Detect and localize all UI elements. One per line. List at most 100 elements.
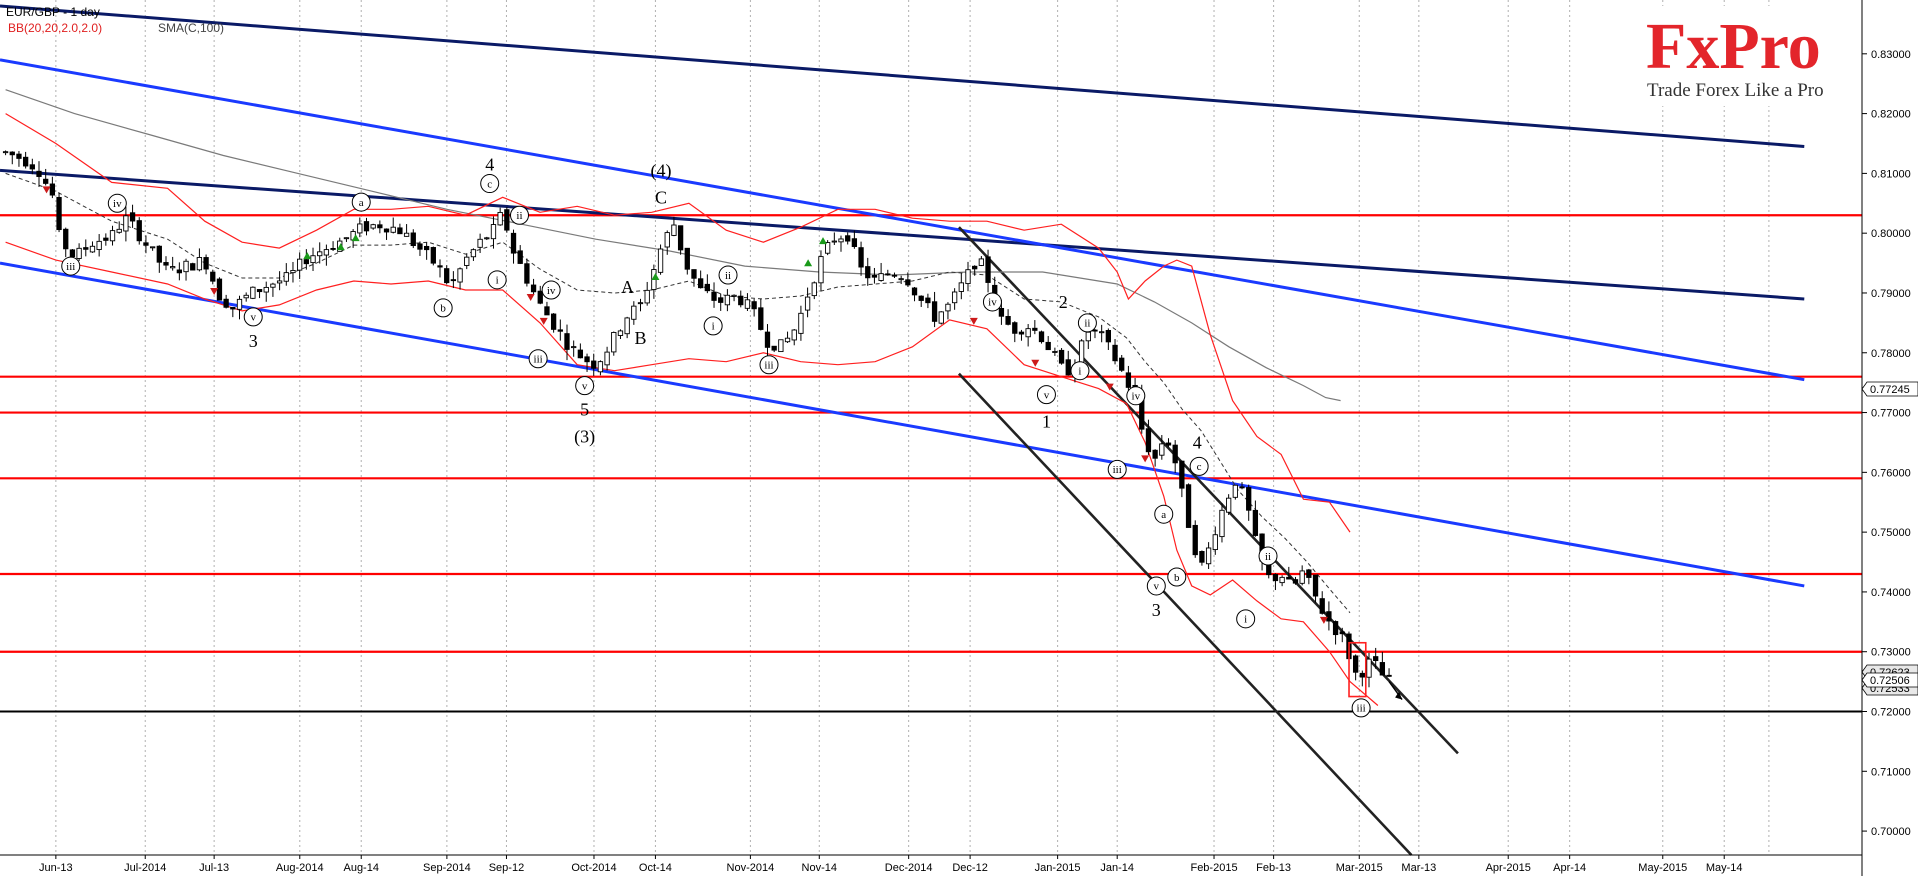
candle-body xyxy=(1018,331,1025,335)
candle-body xyxy=(383,228,390,233)
candle-body xyxy=(83,247,89,250)
buy-arrow xyxy=(336,243,345,251)
candle-body xyxy=(584,356,590,363)
candle-body xyxy=(905,279,911,286)
candle-body xyxy=(357,223,363,234)
price-tag-a-text: 0.77245 xyxy=(1870,384,1910,396)
candle-body xyxy=(1239,486,1245,489)
blue-trendline xyxy=(0,58,1805,382)
candle-body xyxy=(22,156,29,167)
roman-label-circle xyxy=(541,280,561,300)
x-axis: Jun-13 Jul-2014 Jul-13 Aug-2014 Aug-14 Sep-20… xyxy=(39,855,1743,874)
candle-body xyxy=(550,313,557,330)
x-tick-label: Feb-2015 xyxy=(1190,862,1237,874)
x-tick-label: Jan-14 xyxy=(1100,862,1134,874)
x-tick-label: Dec-2014 xyxy=(885,862,933,874)
wave-label: 1 xyxy=(1042,412,1051,432)
candle-body xyxy=(1012,322,1018,334)
candle-body xyxy=(504,209,510,231)
sell-arrow xyxy=(526,293,535,301)
y-tick-label: 0.73000 xyxy=(1871,647,1911,659)
candle-body xyxy=(1366,658,1372,678)
candle-body xyxy=(631,305,637,320)
roman-label-circle xyxy=(575,376,595,396)
candle-body xyxy=(978,258,985,266)
candle-body xyxy=(571,346,577,349)
roman-label: ii xyxy=(516,210,522,222)
roman-label: iii xyxy=(66,261,75,273)
candle-body xyxy=(457,268,463,283)
candle-body xyxy=(96,240,102,250)
x-tick-label: Oct-2014 xyxy=(571,862,616,874)
roman-label-circle xyxy=(528,349,548,369)
bb-mid-line xyxy=(5,172,1351,614)
roman-label: v xyxy=(1154,581,1160,593)
candle-body xyxy=(624,317,630,335)
candle-body xyxy=(76,247,82,259)
roman-label: b xyxy=(1174,572,1180,584)
y-tick-label: 0.76000 xyxy=(1871,467,1911,479)
candle-body xyxy=(1038,331,1045,343)
candle-body xyxy=(818,256,824,284)
candle-body xyxy=(450,279,457,282)
candle-body xyxy=(1179,460,1185,489)
candle-body xyxy=(637,302,644,305)
bb-upper-line xyxy=(5,113,1351,533)
roman-label: v xyxy=(582,380,588,392)
candle-body xyxy=(945,303,951,312)
candle-body xyxy=(878,273,884,281)
candle-body xyxy=(1352,655,1359,673)
roman-label: i xyxy=(1078,365,1081,377)
wave-annotations: 345(3)(4)CAB2143iiiivvacbiiiiviiiviiiiii… xyxy=(61,154,1403,718)
candle-body xyxy=(744,299,751,309)
x-tick-label: Feb-13 xyxy=(1256,862,1291,874)
y-tick-label: 0.72000 xyxy=(1871,707,1911,719)
sell-arrow xyxy=(1031,359,1040,367)
candle-body xyxy=(911,287,918,296)
candle-body xyxy=(36,170,42,177)
candle-body xyxy=(784,337,791,343)
x-tick-label: May-2015 xyxy=(1638,862,1687,874)
roman-label-circle xyxy=(1154,504,1174,524)
sell-arrow xyxy=(969,317,978,325)
candle-body xyxy=(557,329,563,332)
candle-body xyxy=(831,240,837,243)
price-tag-b-shape xyxy=(1861,672,1918,688)
blue-trendline xyxy=(0,261,1805,588)
roman-label-circle xyxy=(1107,459,1127,479)
candle-body xyxy=(1145,428,1152,453)
roman-label-circle xyxy=(1189,456,1209,476)
candle-body xyxy=(1212,534,1218,551)
roman-label: ii xyxy=(725,270,731,282)
highlight-box xyxy=(1348,641,1367,698)
x-tick-label: Jul-2014 xyxy=(124,862,166,874)
candle-body xyxy=(363,221,370,232)
candle-body xyxy=(718,297,724,303)
roman-label: i xyxy=(496,275,499,287)
candle-body xyxy=(1085,331,1091,342)
y-tick-label: 0.83000 xyxy=(1871,49,1911,61)
x-tick-label: Aug-14 xyxy=(343,862,378,874)
candle-body xyxy=(751,301,757,310)
signal-markers xyxy=(42,186,1328,624)
candle-body xyxy=(1105,329,1111,343)
candle-body xyxy=(250,286,256,299)
candle-body xyxy=(951,291,958,304)
y-tick-label: 0.82000 xyxy=(1871,109,1911,121)
candle-body xyxy=(397,227,403,235)
candle-body xyxy=(1373,656,1379,662)
candle-body xyxy=(711,291,717,301)
candle-body xyxy=(183,260,189,273)
roman-label-circle xyxy=(433,298,453,318)
candle-body xyxy=(109,230,116,242)
candle-body xyxy=(464,256,470,266)
candle-body xyxy=(604,351,610,366)
candle-body xyxy=(423,245,430,251)
candle-body xyxy=(176,269,183,274)
roman-label: iii xyxy=(534,354,543,366)
candle-body xyxy=(1326,611,1332,622)
roman-label-circle xyxy=(1146,576,1166,596)
candle-body xyxy=(998,307,1005,317)
roman-label-circle xyxy=(1077,313,1097,333)
channel-line xyxy=(957,372,1413,856)
